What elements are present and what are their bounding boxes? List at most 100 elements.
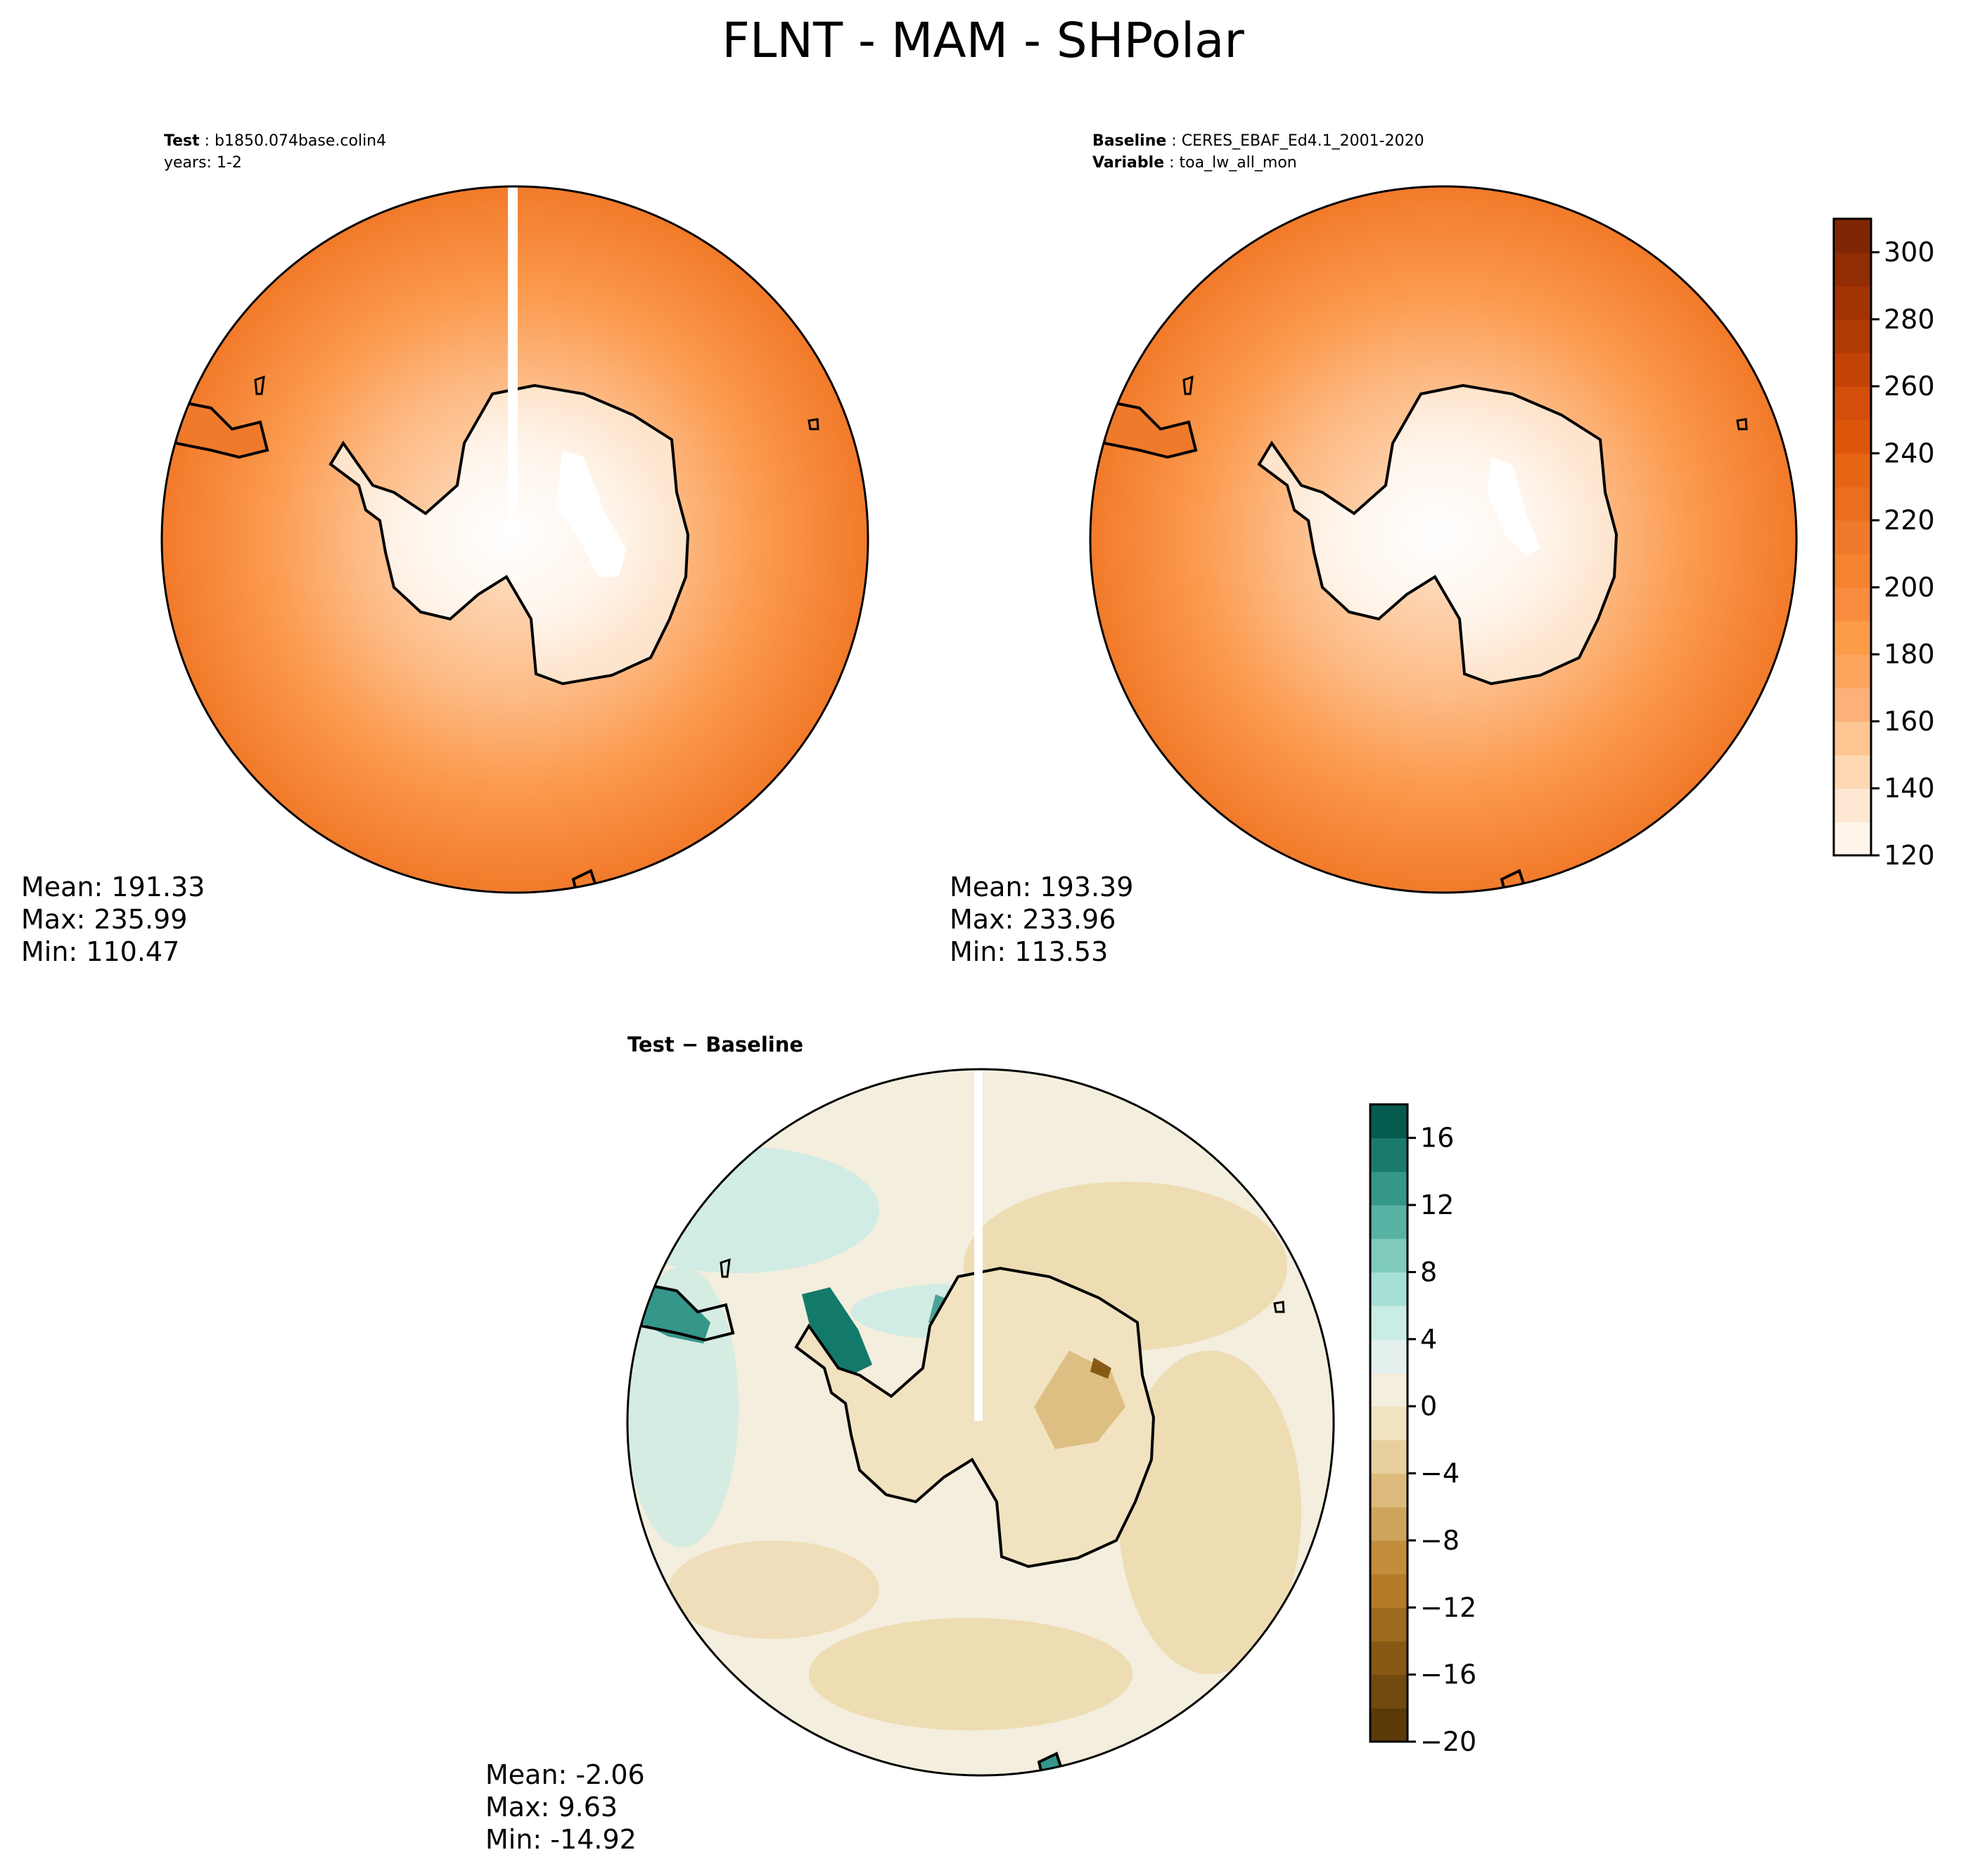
colorbar-diff-swatch [1370,1104,1408,1139]
baseline-map [1090,186,1796,893]
colorbar-main-tick-label: 140 [1884,773,1935,804]
diff-warm-region-3 [809,1618,1132,1730]
colorbar-diff-swatch [1370,1674,1408,1709]
colorbar-diff-swatch [1370,1439,1408,1474]
colorbar-main-swatch [1834,654,1871,689]
baseline-stats: Mean: 193.39 Max: 233.96 Min: 113.53 [950,871,1133,968]
diff-max: Max: 9.63 [485,1792,618,1823]
test-seam [508,186,518,540]
diff-south-america-tip [640,1282,735,1342]
baseline-min: Min: 113.53 [950,936,1109,967]
baseline-south-america-tip [1103,399,1198,459]
variable-name: toa_lw_all_mon [1179,154,1297,172]
colorbar-main-swatch [1834,286,1871,320]
diff-island-2 [1273,1301,1285,1313]
colorbar-main-swatch [1834,219,1871,253]
colorbar-diff: −20 −16 −12 −8 −4 0 4 8 12 16 [1369,1103,1476,1757]
colorbar-diff-swatch [1370,1406,1408,1441]
colorbar-main-tick-label: 200 [1884,572,1935,603]
test-label: Test [164,132,200,150]
colorbar-diff-tick-label: −4 [1420,1458,1460,1489]
colorbar-main-tick-label: 160 [1884,706,1935,736]
test-max: Max: 235.99 [21,904,188,935]
colorbar-main-swatch [1834,520,1871,554]
colorbar-diff-swatch [1370,1708,1408,1742]
colorbar-diff-tick-label: 16 [1420,1123,1454,1154]
colorbar-diff-swatch [1370,1507,1408,1541]
colorbar-main-swatch [1834,487,1871,521]
test-island-1 [254,375,265,395]
colorbar-main-frame [1832,217,1872,857]
colorbar-main-tick-label: 240 [1884,438,1935,468]
colorbar-diff-tick-label: 4 [1420,1324,1437,1355]
colorbar-diff-swatch [1370,1272,1408,1306]
test-island-2 [808,418,819,430]
colorbar-diff-swatch [1370,1205,1408,1239]
diff-map-border [626,1068,1335,1777]
colorbar-main-swatch [1834,453,1871,487]
test-plateau [556,450,626,577]
baseline-label: Baseline [1092,132,1167,150]
colorbar-main-tick-label: 300 [1884,237,1935,268]
colorbar-diff-frame [1369,1103,1409,1743]
colorbar-diff-swatch [1370,1540,1408,1575]
test-mean: Mean: 191.33 [21,872,205,902]
diff-min: Min: -14.92 [485,1824,637,1855]
colorbar-main-tick-label: 220 [1884,505,1935,536]
baseline-mean: Mean: 193.39 [950,872,1134,902]
diff-warm-region-4 [668,1540,879,1639]
colorbar-main-swatch [1834,419,1871,454]
colorbar-main-swatch [1834,687,1871,722]
colorbar-diff-tick-label: 12 [1420,1189,1454,1220]
colorbar-diff-tick-label: 8 [1420,1256,1437,1287]
colorbar-diff-swatch [1370,1137,1408,1172]
test-years: years: 1-2 [164,154,242,172]
colorbar-main-swatch [1834,386,1871,421]
colorbar-diff-swatch [1370,1473,1408,1507]
diff-island-1 [720,1258,731,1278]
colorbar-diff-tick-label: 0 [1420,1391,1437,1422]
test-map-border [160,185,869,894]
colorbar-diff-swatch [1370,1372,1408,1407]
test-stats: Mean: 191.33 Max: 235.99 Min: 110.47 [21,871,205,968]
baseline-island-2 [1736,418,1748,430]
diff-warm-region-2 [1118,1351,1301,1674]
diff-dark-teal-sa [640,1280,710,1344]
baseline-antarctica [1257,383,1619,686]
colorbar-diff-tick-label: −8 [1420,1525,1460,1556]
diff-title: Test − Baseline [627,1033,804,1057]
colorbar-main-tick-label: 260 [1884,371,1935,402]
figure-title: FLNT - MAM - SHPolar [722,13,1244,69]
colorbar-main-tick-label: 120 [1884,840,1935,871]
test-south-america-tip [174,399,269,459]
colorbar-diff-swatch [1370,1306,1408,1340]
colorbar-diff-swatch [1370,1640,1408,1676]
colorbar-main-swatch [1834,352,1871,387]
colorbar-main-swatch [1834,620,1871,655]
colorbar-diff-tick-label: −16 [1420,1659,1476,1690]
colorbar-main-swatch [1834,822,1871,856]
colorbar-main: 120 140 160 180 200 220 240 260 280 300 [1832,217,1935,871]
diff-stats: Mean: -2.06 Max: 9.63 Min: -14.92 [485,1759,645,1856]
colorbar-main-swatch [1834,554,1871,588]
test-header: Test : b1850.074base.colin4 years: 1-2 [164,130,386,174]
baseline-max: Max: 233.96 [950,904,1116,935]
colorbar-main-swatch [1834,755,1871,789]
variable-label: Variable [1092,154,1165,172]
diff-map [627,1069,1334,1775]
colorbar-main-tick-label: 280 [1884,304,1935,335]
colorbar-main-tick-label: 180 [1884,639,1935,670]
colorbar-main-swatch [1834,587,1871,622]
test-map [162,186,868,893]
colorbar-diff-tick-label: −20 [1420,1726,1476,1757]
diff-cool-region-2 [627,1266,739,1548]
colorbar-diff-swatch [1370,1339,1408,1374]
diff-seam [974,1069,983,1421]
colorbar-diff-tick-label: −12 [1420,1592,1476,1623]
baseline-header: Baseline : CERES_EBAF_Ed4.1_2001-2020 Va… [1092,132,1424,172]
diff-mean: Mean: -2.06 [485,1759,645,1790]
baseline-antarctica-coast [1257,383,1619,686]
baseline-island-1 [1182,375,1194,395]
diff-dark-brown-spot [1090,1358,1111,1379]
